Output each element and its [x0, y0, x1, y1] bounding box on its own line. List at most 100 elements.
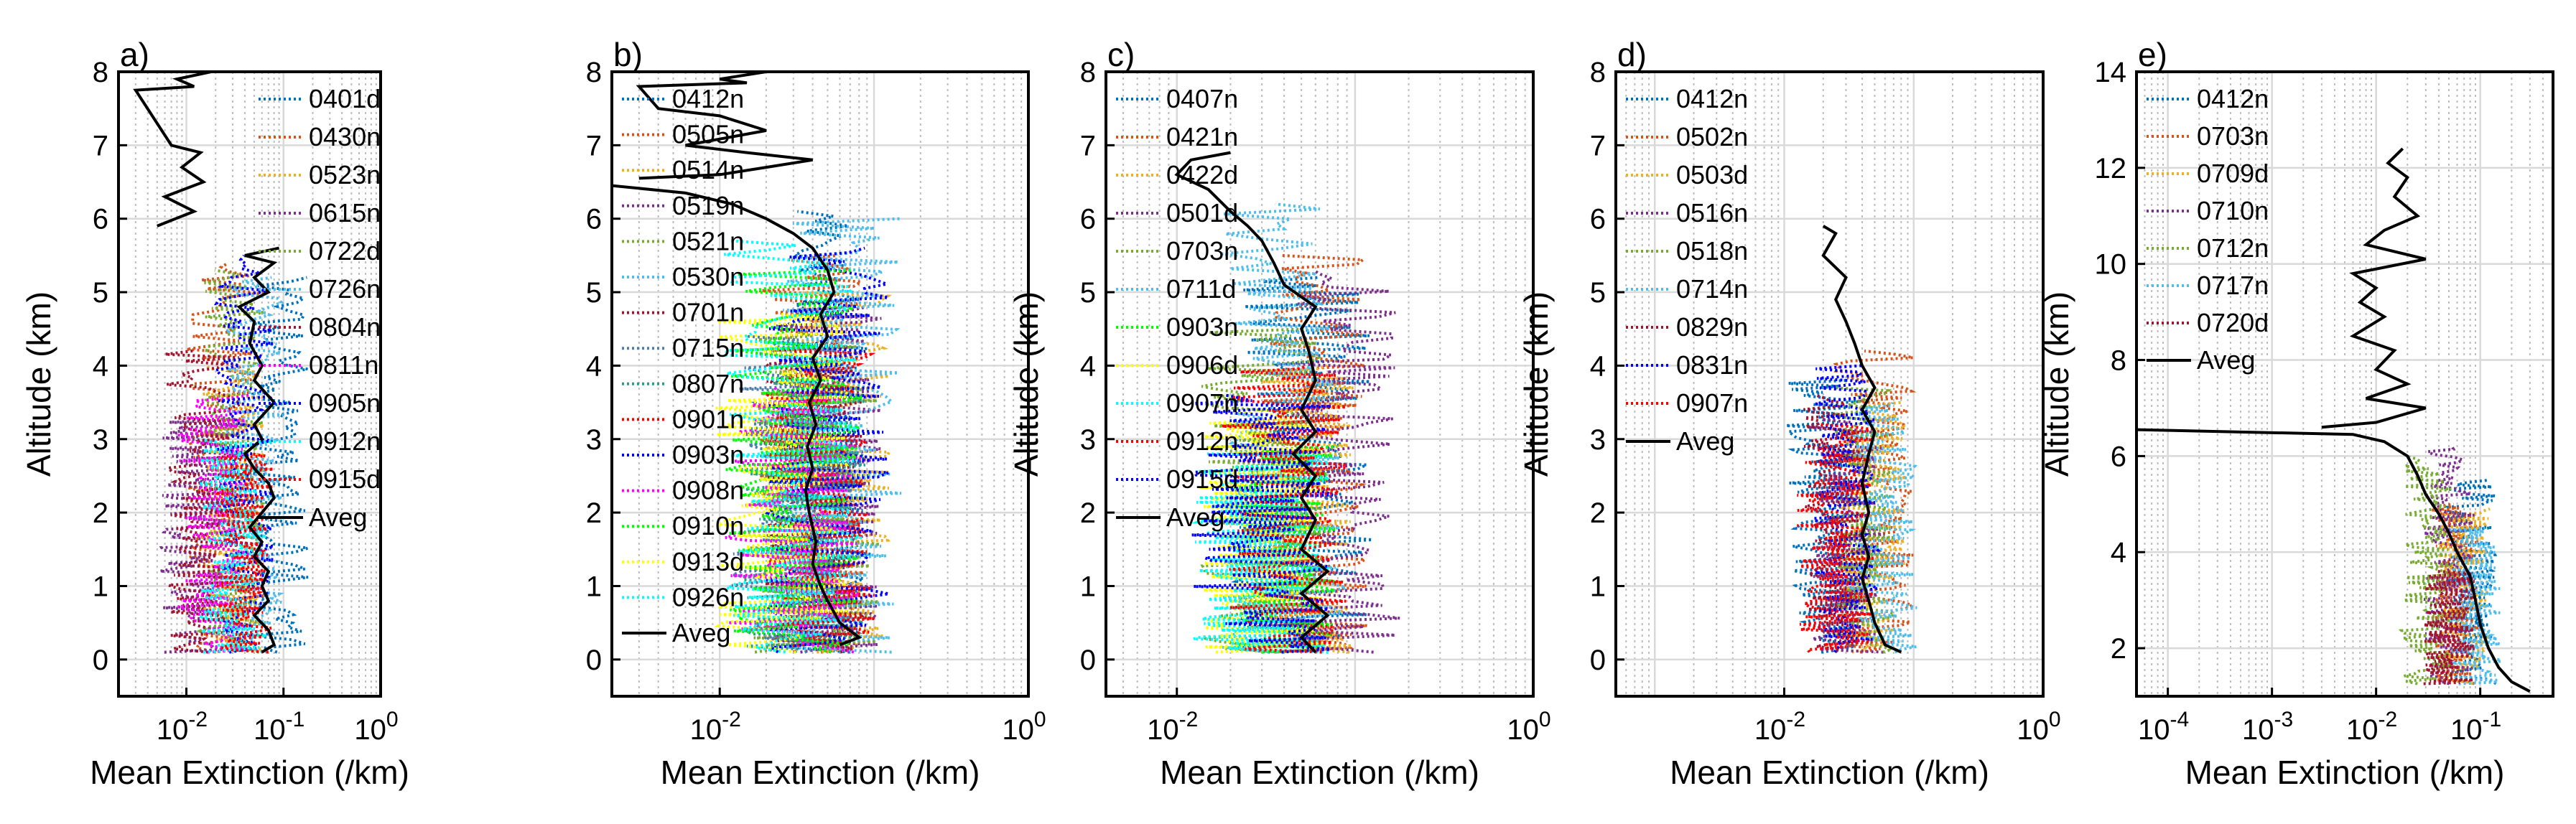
series-line	[731, 334, 855, 654]
legend-item-label: 0807n	[672, 369, 744, 398]
legend-item-label: 0711d	[1166, 274, 1236, 304]
axes-frame	[1105, 70, 1535, 698]
series-line	[1848, 402, 1918, 654]
avg-line	[1174, 151, 1330, 653]
y-tick-label: 1	[586, 571, 602, 602]
legend-item-label: 0907n	[1166, 388, 1238, 418]
legend-item-label: 0516n	[1676, 198, 1748, 228]
x-axis-label: Mean Extinction (/km)	[1670, 754, 1989, 791]
series-line	[2423, 446, 2475, 685]
legend-item-label: 0908n	[672, 476, 744, 505]
avg-line-upper	[636, 72, 813, 180]
y-tick-label: 7	[93, 130, 108, 161]
y-tick-label: 3	[1590, 424, 1606, 456]
legend-item-label: 0905n	[309, 388, 381, 418]
legend-item-label: Aveg	[309, 502, 367, 532]
y-tick-label: 6	[93, 204, 108, 235]
legend-item-label: 0907n	[1676, 388, 1748, 418]
y-tick-label: 3	[93, 424, 108, 456]
axes-frame	[2135, 70, 2554, 698]
y-tick-label: 4	[2111, 537, 2126, 568]
legend-item-label: 0530n	[672, 262, 744, 291]
y-tick-label: 8	[586, 57, 602, 88]
series-line	[2449, 526, 2506, 685]
series-line	[1828, 386, 1897, 654]
y-tick-label: 4	[93, 350, 108, 382]
panel-letter: b)	[613, 36, 643, 73]
y-tick-label: 2	[586, 497, 602, 529]
legend-item-label: 0717n	[2197, 271, 2269, 300]
x-tick-label: 10-2	[1754, 708, 1805, 746]
y-tick-label: 0	[586, 645, 602, 676]
y-tick-label: 7	[586, 130, 602, 161]
y-axis-label: Altitude (km)	[1517, 291, 1555, 477]
y-axis-label: Altitude (km)	[2038, 291, 2075, 477]
legend-item-label: 0829n	[1676, 312, 1748, 342]
legend-item-label: 0412n	[2197, 84, 2269, 113]
y-tick-label: 8	[2111, 345, 2126, 377]
avg-line-upper	[2321, 147, 2427, 429]
legend-item-label: 0701n	[672, 298, 744, 327]
legend-item-label: 0422d	[1166, 160, 1238, 189]
panel-letter: a)	[120, 36, 149, 73]
x-tick-label: 100	[1507, 708, 1550, 746]
y-tick-label: 7	[1590, 130, 1606, 161]
y-tick-label: 2	[1590, 497, 1606, 529]
plot-area	[133, 72, 309, 654]
series-line	[725, 268, 862, 654]
y-axis-label: Altitude (km)	[20, 291, 57, 477]
y-tick-label: 1	[93, 571, 108, 602]
y-tick-label: 12	[2095, 153, 2127, 184]
legend-item-label: 0831n	[1676, 350, 1748, 380]
series-line	[159, 416, 247, 654]
y-tick-label: 5	[93, 277, 108, 309]
legend-item-label: 0903n	[672, 440, 744, 469]
series-line	[1797, 423, 1874, 653]
y-tick-label: 1	[1590, 571, 1606, 602]
series-line	[714, 312, 850, 654]
legend-item-label: 0401d	[309, 84, 381, 113]
series-line	[1191, 393, 1334, 654]
x-tick-label: 10-2	[2346, 708, 2397, 746]
y-axis-label: Altitude (km)	[1008, 291, 1045, 477]
legend-item-label: 0901n	[672, 404, 744, 434]
legend-item-label: 0712n	[2197, 233, 2269, 263]
y-tick-label: 4	[586, 350, 602, 382]
legend-item-label: 0903n	[1166, 312, 1238, 342]
y-tick-label: 10	[2095, 249, 2127, 281]
legend-item-label: 0926n	[672, 582, 744, 612]
legend-item-label: Aveg	[2197, 345, 2255, 375]
legend-item-label: 0912n	[309, 426, 381, 456]
x-tick-label: 100	[2017, 708, 2060, 746]
y-tick-label: 8	[1590, 57, 1606, 88]
y-tick-label: 2	[93, 497, 108, 529]
series-line	[164, 349, 243, 654]
legend-item-label: 0709d	[2197, 159, 2269, 188]
legend-item-label: 0726n	[309, 274, 381, 304]
legend-item-label: 0703n	[2197, 121, 2269, 151]
y-tick-label: 2	[2111, 633, 2126, 665]
x-tick-label: 100	[354, 708, 398, 746]
x-axis-label: Mean Extinction (/km)	[661, 754, 980, 791]
x-tick-label: 10-1	[254, 708, 304, 746]
x-tick-label: 10-2	[1147, 708, 1198, 746]
plot-area	[1174, 151, 1400, 654]
grid	[1616, 70, 2045, 696]
grid	[2136, 70, 2553, 696]
y-tick-label: 5	[586, 277, 602, 309]
legend-item-label: 0703n	[1166, 236, 1238, 266]
series-line	[1833, 349, 1917, 654]
legend-item-label: 0714n	[1676, 274, 1748, 304]
series-line	[2423, 570, 2477, 685]
series-line	[777, 210, 875, 654]
legend-item-label: 0519n	[672, 191, 744, 220]
legend-item-label: 0514n	[672, 155, 744, 184]
legend-item-label: 0715n	[672, 333, 744, 362]
plot-area	[1785, 225, 1918, 654]
y-tick-label: 3	[586, 424, 602, 456]
legend-item-label: 0912n	[1166, 426, 1238, 456]
x-axis-label: Mean Extinction (/km)	[1160, 754, 1479, 791]
legend: 0401d 0430n 0523n 0615n 0722d 0726n 0804n 0811n…	[259, 84, 381, 532]
series-line	[759, 253, 865, 654]
